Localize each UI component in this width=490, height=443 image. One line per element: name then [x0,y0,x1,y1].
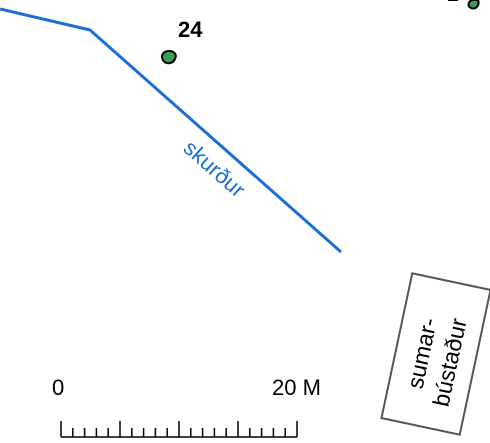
feature-number-label: 24 [178,17,203,42]
stone-marker-edge [467,0,480,10]
summer-house-outline [380,272,490,436]
ditch-line [0,7,342,254]
stone-marker [160,49,177,65]
summer-house: sumar- bústaður [380,272,490,436]
scale-bar [60,421,298,438]
scale-bar-start-label: 0 [52,375,64,400]
ditch-label: skurður [179,135,251,202]
scale-bar-end-label: 20 M [272,375,321,400]
